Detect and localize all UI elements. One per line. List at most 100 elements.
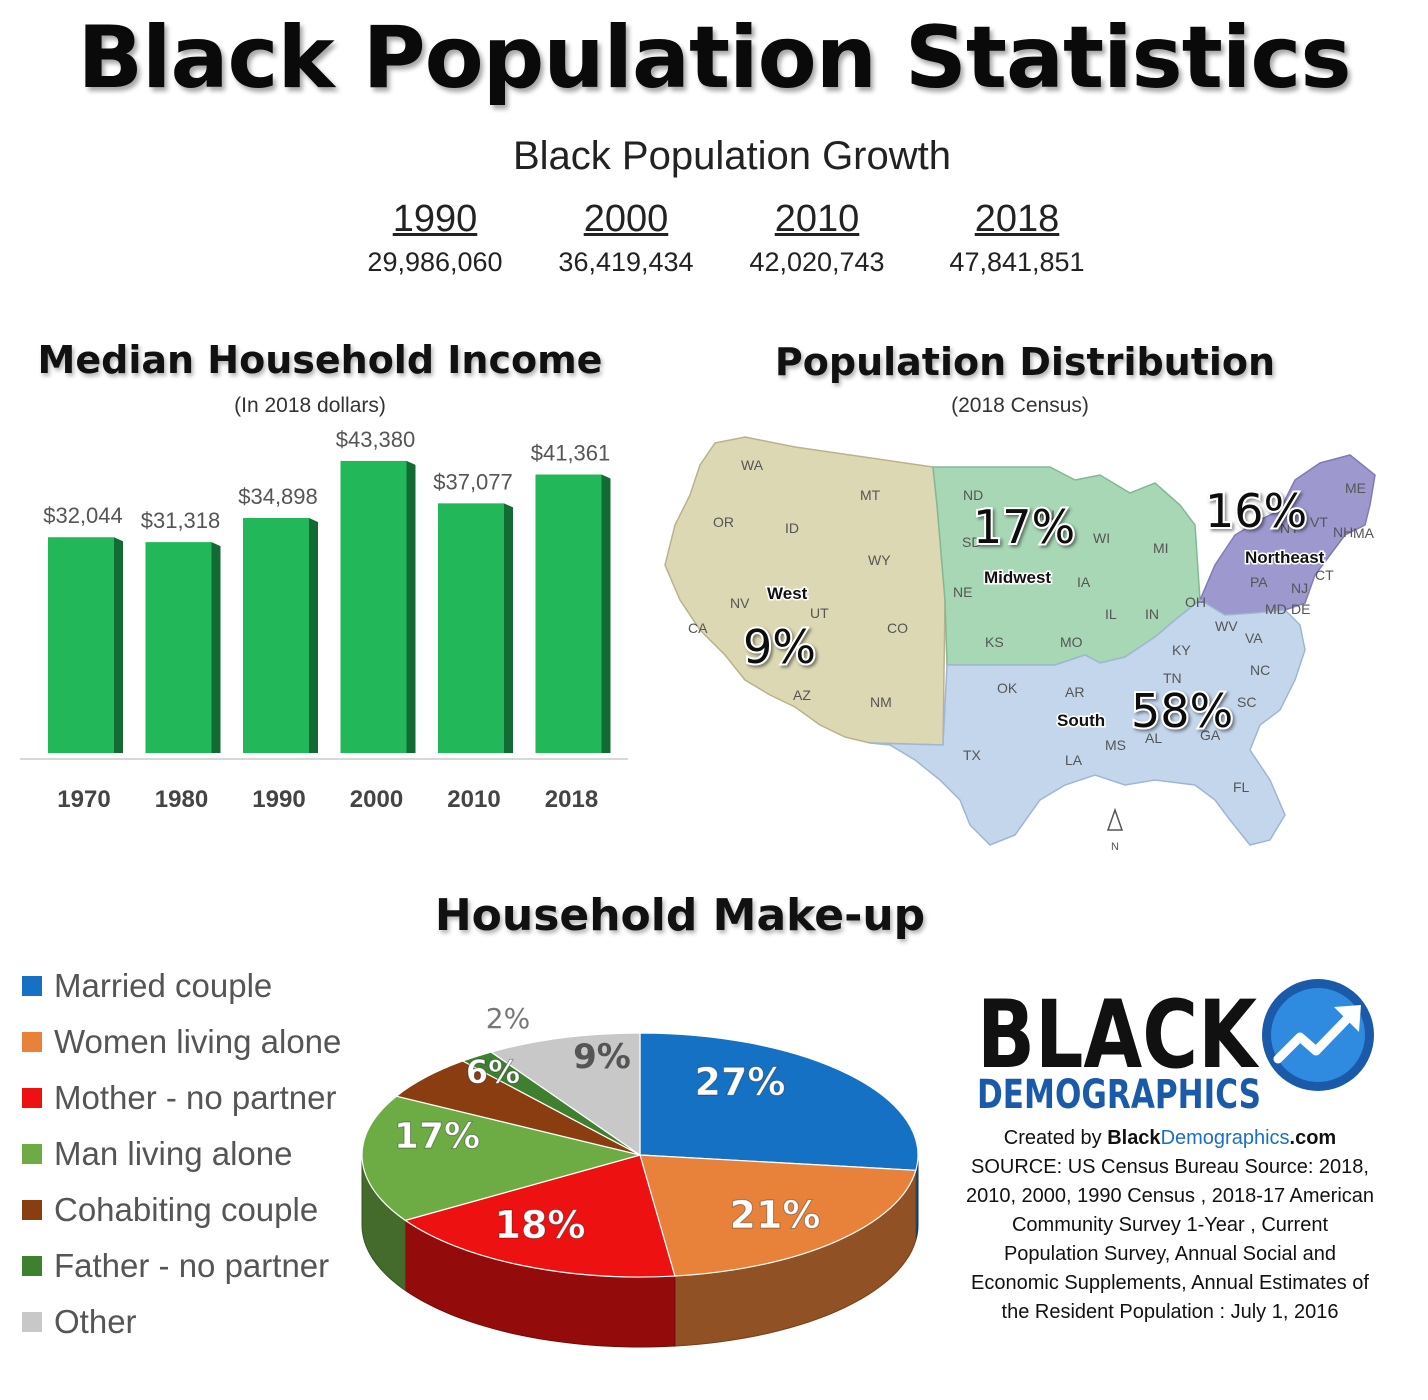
legend-label: Other xyxy=(54,1303,137,1340)
state-label: ND xyxy=(963,487,983,503)
growth-entry-1990: 1990 29,986,060 xyxy=(340,198,530,278)
created-by-prefix: Created by xyxy=(1003,1127,1108,1149)
pie-value-label: 2% xyxy=(486,1002,530,1035)
bar-1990 xyxy=(243,518,318,753)
legend-item-other: Other xyxy=(22,1302,137,1342)
bar-side xyxy=(114,537,123,753)
legend-swatch xyxy=(22,976,42,996)
state-label: IN xyxy=(1145,606,1159,622)
source-line: Economic Supplements, Annual Estimates o… xyxy=(971,1272,1369,1294)
legend-swatch xyxy=(22,1256,42,1276)
created-by-brand-demographics: Demographics xyxy=(1160,1127,1290,1149)
bar-value-label: $32,044 xyxy=(43,503,123,528)
bar-value-label: $43,380 xyxy=(336,427,416,452)
map-region-south xyxy=(869,599,1306,846)
income-bar-chart: $32,044 1970 $31,318 1980 $34,898 1990 $43,380… xyxy=(20,427,628,813)
state-label: LA xyxy=(1065,752,1083,768)
growth-value: 29,986,060 xyxy=(367,247,503,277)
growth-value: 47,841,851 xyxy=(949,247,1085,277)
source-line: Community Survey 1-Year , Current xyxy=(1011,1214,1329,1236)
state-label: MD xyxy=(1265,601,1287,617)
svg-text:N: N xyxy=(1111,841,1119,853)
legend-label: Cohabiting couple xyxy=(54,1191,319,1228)
income-chart-title: Median Household Income xyxy=(37,338,603,382)
pie-slice-mother-no-partner xyxy=(403,1154,676,1278)
region-name-northeast: Northeast xyxy=(1245,548,1325,567)
legend-item-cohabiting-couple: Cohabiting couple xyxy=(22,1190,318,1230)
growth-value: 36,419,434 xyxy=(558,247,694,277)
state-label: SD xyxy=(962,534,981,550)
household-pie-chart: 27% 21% 18% 17% 6% 2% 9% xyxy=(361,1002,919,1348)
bar-value-label: $31,318 xyxy=(141,508,221,533)
bar-face xyxy=(438,503,504,753)
us-region-map: WA OR CA ID NV UT AZ MT WY CO NM ND SD N… xyxy=(664,436,1376,853)
x-tick-label: 2000 xyxy=(350,786,403,813)
pie-value-label: 27% xyxy=(695,1060,786,1104)
state-label: FL xyxy=(1233,779,1250,795)
region-percent-west: 9% xyxy=(743,620,816,674)
legend-item-women-living-alone: Women living alone xyxy=(22,1022,341,1062)
state-label: VT xyxy=(1310,514,1328,530)
state-label: ME xyxy=(1345,480,1366,496)
bar-face xyxy=(340,460,407,753)
region-name-midwest: Midwest xyxy=(984,568,1051,587)
state-label: MA xyxy=(1353,525,1375,541)
state-label: TX xyxy=(963,747,982,763)
household-title: Household Make-up xyxy=(434,890,926,941)
bar-face xyxy=(243,518,309,753)
growth-entry-2018: 2018 47,841,851 xyxy=(922,198,1112,278)
legend-label: Father - no partner xyxy=(54,1247,330,1284)
region-name-west: West xyxy=(767,584,808,603)
growth-entry-2000: 2000 36,419,434 xyxy=(531,198,721,278)
pie-slice-other xyxy=(489,1032,641,1157)
trend-arrow-icon xyxy=(1262,979,1374,1091)
state-label: OR xyxy=(713,514,734,530)
distribution-title: Population Distribution xyxy=(774,340,1276,384)
bar-2000 xyxy=(340,460,416,753)
income-chart-subtitle: (In 2018 dollars) xyxy=(234,394,386,417)
region-name-south: South xyxy=(1057,711,1105,730)
state-label: WY xyxy=(868,552,891,568)
x-tick-label: 2018 xyxy=(545,786,598,813)
bar-1980 xyxy=(145,542,221,753)
bar-2010 xyxy=(438,503,513,753)
state-label: KY xyxy=(1172,642,1191,658)
state-label: VA xyxy=(1245,630,1263,646)
growth-title: Black Population Growth xyxy=(512,134,951,178)
legend-label: Man living alone xyxy=(54,1135,293,1172)
pie-slice-man-living-alone xyxy=(361,1095,643,1222)
state-label: GA xyxy=(1200,727,1221,743)
pie-value-label: 17% xyxy=(394,1116,480,1157)
state-label: WI xyxy=(1093,530,1110,546)
created-by-brand-com: .com xyxy=(1289,1127,1337,1149)
bar-side xyxy=(601,474,611,753)
compass-icon: N xyxy=(1106,807,1124,853)
state-label: OK xyxy=(997,680,1018,696)
x-tick-label: 1970 xyxy=(57,786,110,813)
region-percent-northeast: 16% xyxy=(1205,484,1307,538)
state-label: AZ xyxy=(793,687,811,703)
bar-value-label: $37,077 xyxy=(433,469,513,494)
state-label: IA xyxy=(1077,574,1091,590)
pie-value-label: 18% xyxy=(495,1203,586,1247)
x-tick-label: 1980 xyxy=(155,786,208,813)
credits-block: Created by BlackDemographics.com SOURCE:… xyxy=(940,1124,1400,1327)
state-label: AR xyxy=(1065,684,1084,700)
region-percent-midwest: 17% xyxy=(973,500,1075,554)
x-tick-label: 2010 xyxy=(447,786,500,813)
legend-item-father-no-partner: Father - no partner xyxy=(22,1246,329,1286)
state-label: NC xyxy=(1250,662,1270,678)
bar-face xyxy=(535,474,602,753)
legend-label: Women living alone xyxy=(54,1023,342,1060)
legend-swatch xyxy=(22,1032,42,1052)
bar-side xyxy=(211,542,221,753)
distribution-subtitle: (2018 Census) xyxy=(951,394,1089,417)
state-label: NY xyxy=(1280,520,1300,536)
state-label: NV xyxy=(730,595,750,611)
bar-value-label: $41,361 xyxy=(531,441,611,466)
state-label: CT xyxy=(1315,567,1334,583)
region-percent-south: 58% xyxy=(1131,684,1233,738)
black-demographics-logo: BLACK DEMOGRAPHICS xyxy=(977,979,1374,1118)
bar-value-label: $34,898 xyxy=(238,484,318,509)
state-label: ID xyxy=(785,520,799,536)
